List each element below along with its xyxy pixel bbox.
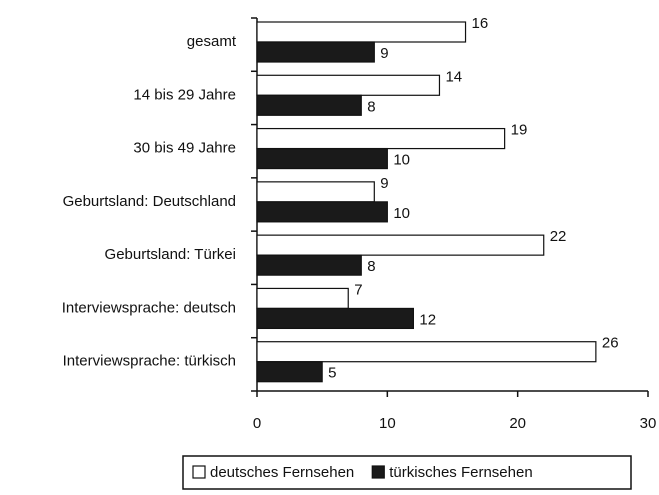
bar	[256, 254, 362, 276]
y-tick-label: Interviewsprache: deutsch	[62, 299, 236, 316]
bar	[256, 201, 388, 223]
value-label: 22	[550, 228, 567, 245]
bar	[256, 21, 467, 43]
x-tick-label: 30	[640, 415, 657, 432]
y-tick-label: Interviewsprache: türkisch	[63, 353, 236, 370]
value-label: 19	[511, 122, 528, 139]
value-label: 10	[393, 152, 410, 169]
bar	[256, 74, 441, 96]
x-tick-label: 0	[253, 415, 261, 432]
bar	[256, 307, 414, 330]
bar	[256, 341, 597, 363]
bar	[256, 41, 375, 63]
bar	[256, 147, 388, 170]
y-tick-label: Geburtsland: Deutschland	[63, 193, 236, 210]
x-tick-label: 20	[509, 415, 526, 432]
bar	[256, 127, 506, 150]
legend-swatch	[371, 465, 385, 479]
y-tick-label: gesamt	[187, 33, 237, 50]
bar	[256, 234, 545, 256]
value-label: 14	[445, 68, 462, 85]
bar	[256, 287, 349, 310]
y-tick-label: 14 bis 29 Jahre	[133, 86, 236, 103]
value-label: 8	[367, 258, 375, 275]
value-label: 8	[367, 98, 375, 115]
legend-swatch	[192, 465, 206, 479]
value-label: 5	[328, 365, 336, 382]
value-label: 12	[419, 311, 436, 328]
value-label: 9	[380, 45, 388, 62]
value-label: 9	[380, 175, 388, 192]
value-label: 7	[354, 281, 362, 298]
legend-label: türkisches Fernsehen	[389, 464, 532, 481]
value-label: 10	[393, 205, 410, 222]
bar	[256, 94, 362, 116]
bar	[256, 361, 323, 383]
value-label: 16	[472, 15, 489, 32]
value-label: 26	[602, 335, 619, 352]
y-tick-label: 30 bis 49 Jahre	[133, 140, 236, 157]
bar	[256, 181, 375, 203]
x-tick-label: 10	[379, 415, 396, 432]
legend-box	[182, 455, 632, 490]
y-tick-label: Geburtsland: Türkei	[105, 246, 236, 263]
legend-label: deutsches Fernsehen	[210, 464, 354, 481]
